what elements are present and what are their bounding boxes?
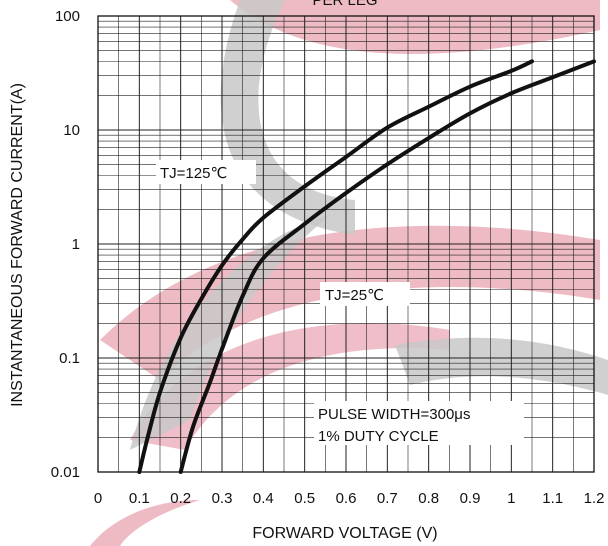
annotation-duty-cycle: 1% DUTY CYCLE: [318, 428, 439, 445]
x-tick-label: 1.2: [584, 490, 605, 507]
y-tick-label: 0.1: [59, 350, 80, 367]
x-tick-label: 0: [94, 490, 102, 507]
y-tick-label: 100: [55, 8, 80, 25]
x-axis-title: FORWARD VOLTAGE (V): [252, 525, 437, 542]
annotations: TJ=125℃ TJ=25℃ PULSE WIDTH=300μs 1% DUTY…: [156, 160, 524, 445]
watermark-gray-swoosh-right: [395, 337, 608, 395]
x-tick-label: 0.5: [294, 490, 315, 507]
watermark-pink-swoosh-bottom: [90, 500, 200, 546]
grid: [97, 15, 595, 473]
y-tick-label: 0.01: [51, 464, 80, 481]
y-tick-label: 10: [63, 122, 80, 139]
watermark-gray-swoosh-blade: [130, 215, 330, 450]
annotation-bg-125: [156, 160, 256, 184]
series-line-tj-25c: [178, 59, 596, 474]
x-tick-label: 1: [507, 490, 515, 507]
x-tick-label: 0.1: [129, 490, 150, 507]
y-tick-label: 1: [72, 236, 80, 253]
x-tick-label: 0.8: [418, 490, 439, 507]
x-tick-label: 0.6: [336, 490, 357, 507]
annotation-bg-25: [320, 282, 410, 306]
plot-frame: [97, 15, 595, 473]
x-tick-label: 0.9: [460, 490, 481, 507]
x-tick-label: 0.2: [170, 490, 191, 507]
annotation-25c: TJ=25℃: [325, 287, 384, 304]
annotation-bg-pulse: [314, 401, 524, 445]
annotation-125c: TJ=125℃: [160, 165, 227, 182]
tick-labels: 0 0.1 0.2 0.3 0.4 0.5 0.6 0.7 0.8 0.9 1 1.1 1.2 0.01 0…: [51, 8, 605, 507]
chart-title: PER LEG: [312, 0, 377, 9]
x-tick-label: 0.7: [377, 490, 398, 507]
series-line-tj-125c: [137, 59, 534, 474]
x-tick-label: 1.1: [542, 490, 563, 507]
annotation-pulse-width: PULSE WIDTH=300μs: [318, 406, 470, 423]
data-series: [137, 59, 596, 474]
x-tick-label: 0.3: [212, 490, 233, 507]
y-axis-title: INSTANTANEOUS FORWARD CURRENT(A): [9, 83, 26, 407]
watermark: [90, 0, 608, 546]
x-tick-label: 0.4: [253, 490, 274, 507]
